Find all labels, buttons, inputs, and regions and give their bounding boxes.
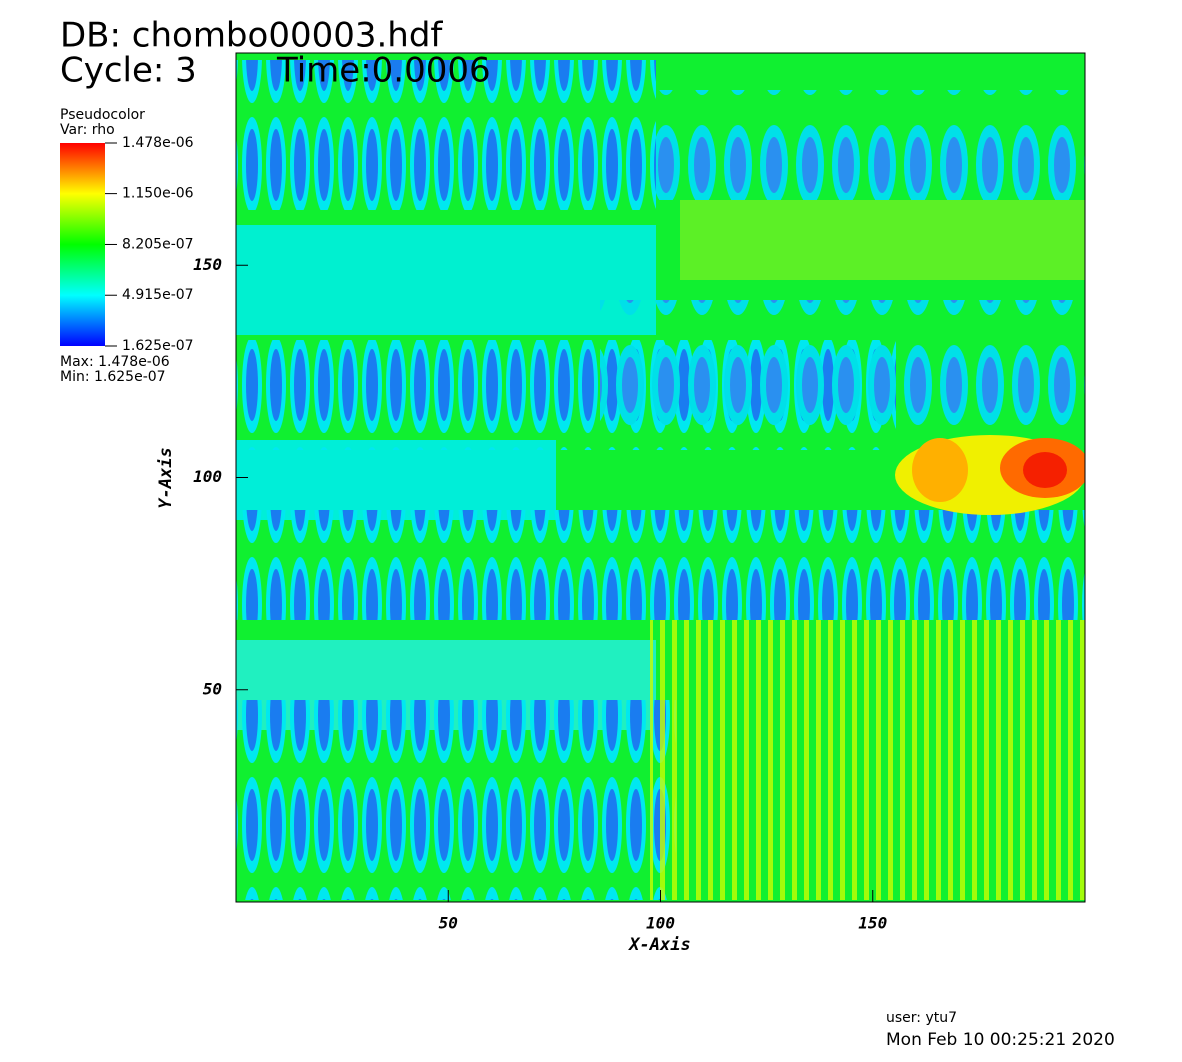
x-axis-title: X-Axis bbox=[627, 935, 690, 955]
y-tick-label: 50 bbox=[203, 679, 222, 698]
x-tick-label: 100 bbox=[646, 914, 675, 933]
legend-min: Min: 1.625e-07 bbox=[60, 369, 166, 385]
legend-var: Var: rho bbox=[60, 122, 115, 138]
y-tick-label: 100 bbox=[193, 467, 222, 486]
time: Time:0.0006 bbox=[276, 51, 491, 91]
legend-title: Pseudocolor bbox=[60, 107, 145, 123]
colorbar-tick-label: 8.205e-07 bbox=[122, 236, 194, 252]
cycle: Cycle: 3 bbox=[60, 51, 197, 91]
y-tick-label: 150 bbox=[193, 255, 222, 274]
date: Mon Feb 10 00:25:21 2020 bbox=[886, 1030, 1115, 1050]
x-tick-label: 50 bbox=[439, 914, 458, 933]
colorbar bbox=[60, 143, 105, 346]
colorbar-tick-label: 1.150e-06 bbox=[122, 186, 194, 202]
db-title: DB: chombo00003.hdf bbox=[60, 16, 443, 56]
colorbar-tick-label: 4.915e-07 bbox=[122, 287, 194, 303]
pseudocolor-field bbox=[236, 53, 1085, 902]
colorbar-tick-label: 1.478e-06 bbox=[122, 135, 194, 151]
x-tick-label: 150 bbox=[858, 914, 887, 933]
user: user: ytu7 bbox=[886, 1010, 957, 1026]
legend-max: Max: 1.478e-06 bbox=[60, 354, 170, 370]
y-axis-title: Y-Axis bbox=[156, 447, 176, 508]
colorbar-tick-label: 1.625e-07 bbox=[122, 338, 194, 354]
